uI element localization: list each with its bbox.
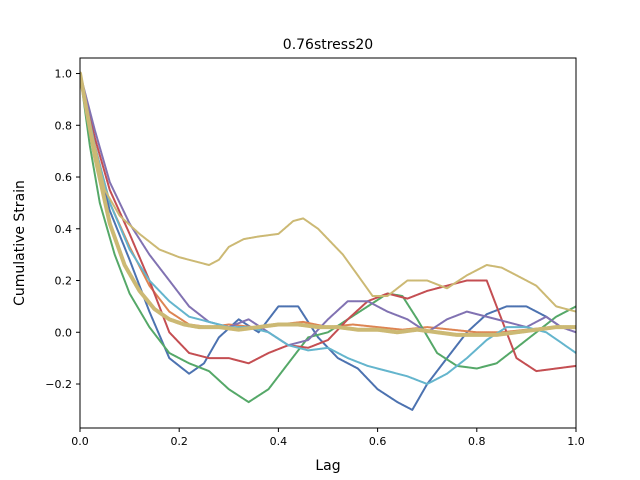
- series-line-8: [80, 71, 576, 337]
- x-tick-label: 0.0: [71, 435, 89, 448]
- series-line-5: [80, 72, 576, 347]
- series-layer: [80, 71, 576, 411]
- chart-title: 0.76stress20: [283, 37, 373, 53]
- y-tick-label: −0.2: [45, 378, 72, 391]
- series-line-4: [80, 72, 576, 373]
- x-tick-label: 0.8: [468, 435, 486, 448]
- series-line-2: [80, 72, 576, 334]
- x-tick-label: 0.2: [170, 435, 188, 448]
- series-line-3: [80, 72, 576, 404]
- ticks-layer: 0.0 0.2 0.4 0.6 0.8 1.0 −0.2 0.0 0.2 0.4 0.6 0.8 1.0: [45, 68, 584, 448]
- y-tick-label: 0.2: [55, 275, 73, 288]
- y-tick-label: 0.4: [55, 223, 73, 236]
- x-tick-label: 0.4: [270, 435, 288, 448]
- y-tick-label: 0.6: [55, 171, 73, 184]
- y-axis-label: Cumulative Strain: [12, 180, 28, 306]
- series-line-7: [80, 72, 576, 313]
- series-line-6: [80, 72, 576, 385]
- y-tick-label: 0.0: [55, 326, 73, 339]
- x-tick-label: 1.0: [567, 435, 585, 448]
- plot-frame: [79, 57, 577, 429]
- y-tick-label: 1.0: [55, 68, 73, 81]
- y-tick-label: 0.8: [55, 119, 73, 132]
- x-axis-label: Lag: [315, 458, 340, 474]
- x-tick-label: 0.6: [369, 435, 387, 448]
